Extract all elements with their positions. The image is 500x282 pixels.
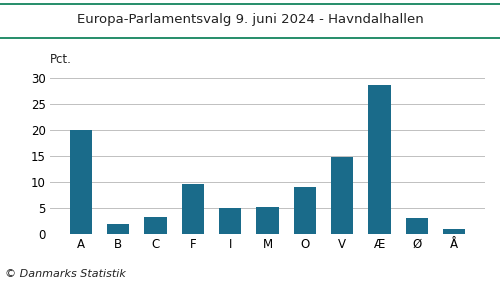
- Bar: [406, 219, 428, 234]
- Bar: [70, 130, 92, 234]
- Bar: [144, 217, 167, 234]
- Text: © Danmarks Statistik: © Danmarks Statistik: [5, 269, 126, 279]
- Text: Europa-Parlamentsvalg 9. juni 2024 - Havndalhallen: Europa-Parlamentsvalg 9. juni 2024 - Hav…: [76, 13, 424, 26]
- Bar: [331, 157, 353, 234]
- Bar: [294, 187, 316, 234]
- Bar: [368, 85, 390, 234]
- Bar: [107, 224, 130, 234]
- Bar: [443, 229, 465, 234]
- Bar: [256, 206, 278, 234]
- Bar: [219, 208, 242, 234]
- Bar: [182, 184, 204, 234]
- Text: Pct.: Pct.: [50, 53, 72, 66]
